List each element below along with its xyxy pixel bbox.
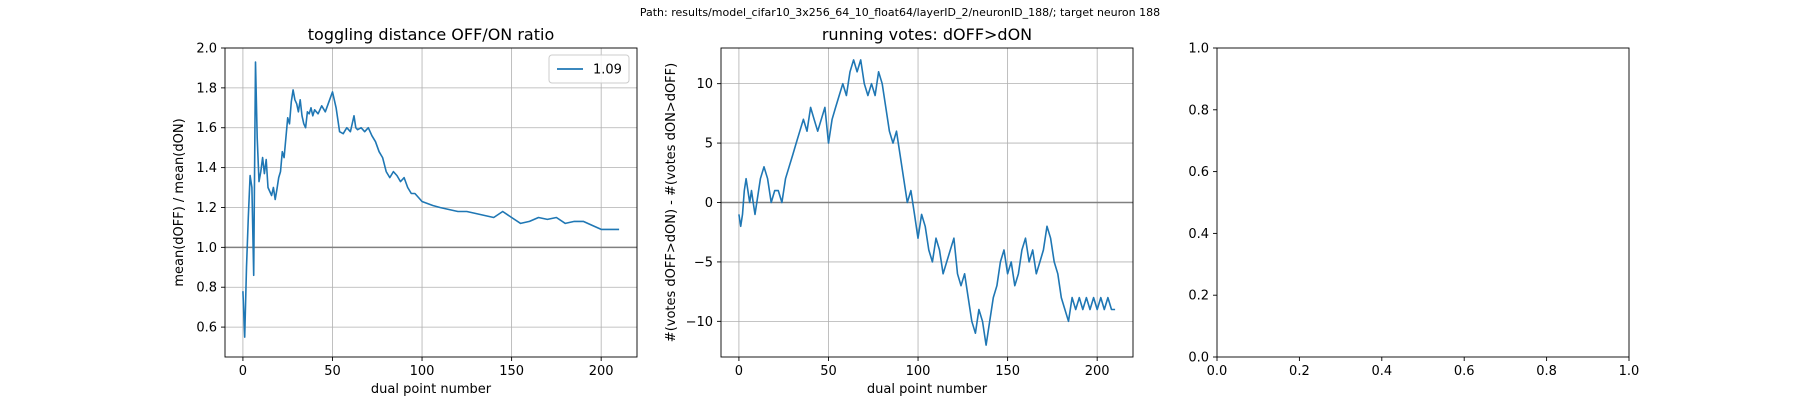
- y-tick-label-2: 0: [705, 196, 713, 211]
- y-tick-label-5: 1.6: [196, 121, 217, 136]
- x-tick-label-4: 200: [1085, 364, 1110, 379]
- y-axis-label: #(votes dOFF>dON) - #(votes dON>dOFF): [664, 63, 679, 342]
- x-tick-label-2: 0.4: [1371, 364, 1392, 379]
- x-tick-label-4: 200: [589, 364, 614, 379]
- x-tick-label-3: 150: [995, 364, 1020, 379]
- y-tick-label-1: 0.2: [1188, 289, 1209, 304]
- x-tick-label-2: 100: [906, 364, 931, 379]
- chart-panel-3: 0.0 0.2 0.4 0.6 0.8 1.0 0.0 0.2 0.4 0.6 0.8 1.0: [1188, 42, 1639, 380]
- legend: 1.09: [548, 54, 630, 84]
- y-tick-label-3: 5: [705, 137, 713, 152]
- x-tick-label-1: 50: [820, 364, 837, 379]
- legend-box: [548, 54, 630, 84]
- series-line-1: [242, 61, 620, 338]
- axes-frame: [1216, 47, 1630, 358]
- chart-title: running votes: dOFF>dON: [822, 25, 1032, 44]
- x-tick-label-0: 0.0: [1207, 364, 1228, 379]
- chart-panel-2: 0 50 100 150 200 −10 −5 0 5 10 running votes: dOFF…: [664, 25, 1134, 397]
- x-tick-label-2: 100: [410, 364, 435, 379]
- y-tick-label-0: −10: [686, 315, 713, 330]
- chart-title: toggling distance OFF/ON ratio: [308, 25, 554, 44]
- legend-label: 1.09: [593, 63, 622, 78]
- y-tick-label-6: 1.8: [196, 81, 217, 96]
- x-axis-label: dual point number: [867, 382, 988, 397]
- y-tick-label-1: 0.8: [196, 281, 217, 296]
- y-tick-label-4: 0.8: [1188, 103, 1209, 118]
- figure-suptitle: Path: results/model_cifar10_3x256_64_10_…: [640, 6, 1160, 19]
- y-tick-label-3: 0.6: [1188, 165, 1209, 180]
- y-tick-label-2: 0.4: [1188, 227, 1209, 242]
- x-tick-label-5: 1.0: [1619, 364, 1640, 379]
- y-tick-label-4: 10: [696, 77, 713, 92]
- y-tick-label-0: 0.0: [1188, 351, 1209, 366]
- x-tick-label-0: 0: [239, 364, 247, 379]
- y-tick-label-2: 1.0: [196, 241, 217, 256]
- y-tick-label-3: 1.2: [196, 201, 217, 216]
- chart-panel-1: 0 50 100 150 200 0.6 0.8 1.0 1.2 1.4 1.6 1.8 2.0 togg…: [172, 25, 638, 397]
- series-line-1: [738, 59, 1116, 346]
- y-tick-label-1: −5: [694, 255, 713, 270]
- x-tick-label-1: 50: [324, 364, 341, 379]
- x-tick-label-1: 0.2: [1289, 364, 1310, 379]
- x-tick-label-0: 0: [735, 364, 743, 379]
- axes-frame: [224, 47, 638, 358]
- y-tick-label-0: 0.6: [196, 321, 217, 336]
- x-tick-label-4: 0.8: [1536, 364, 1557, 379]
- y-axis-label: mean(dOFF) / mean(dON): [172, 118, 187, 286]
- x-tick-label-3: 150: [499, 364, 524, 379]
- y-tick-label-5: 1.0: [1188, 42, 1209, 57]
- x-axis-label: dual point number: [371, 382, 492, 397]
- y-tick-label-7: 2.0: [196, 42, 217, 57]
- y-tick-label-4: 1.4: [196, 161, 217, 176]
- x-tick-label-3: 0.6: [1454, 364, 1475, 379]
